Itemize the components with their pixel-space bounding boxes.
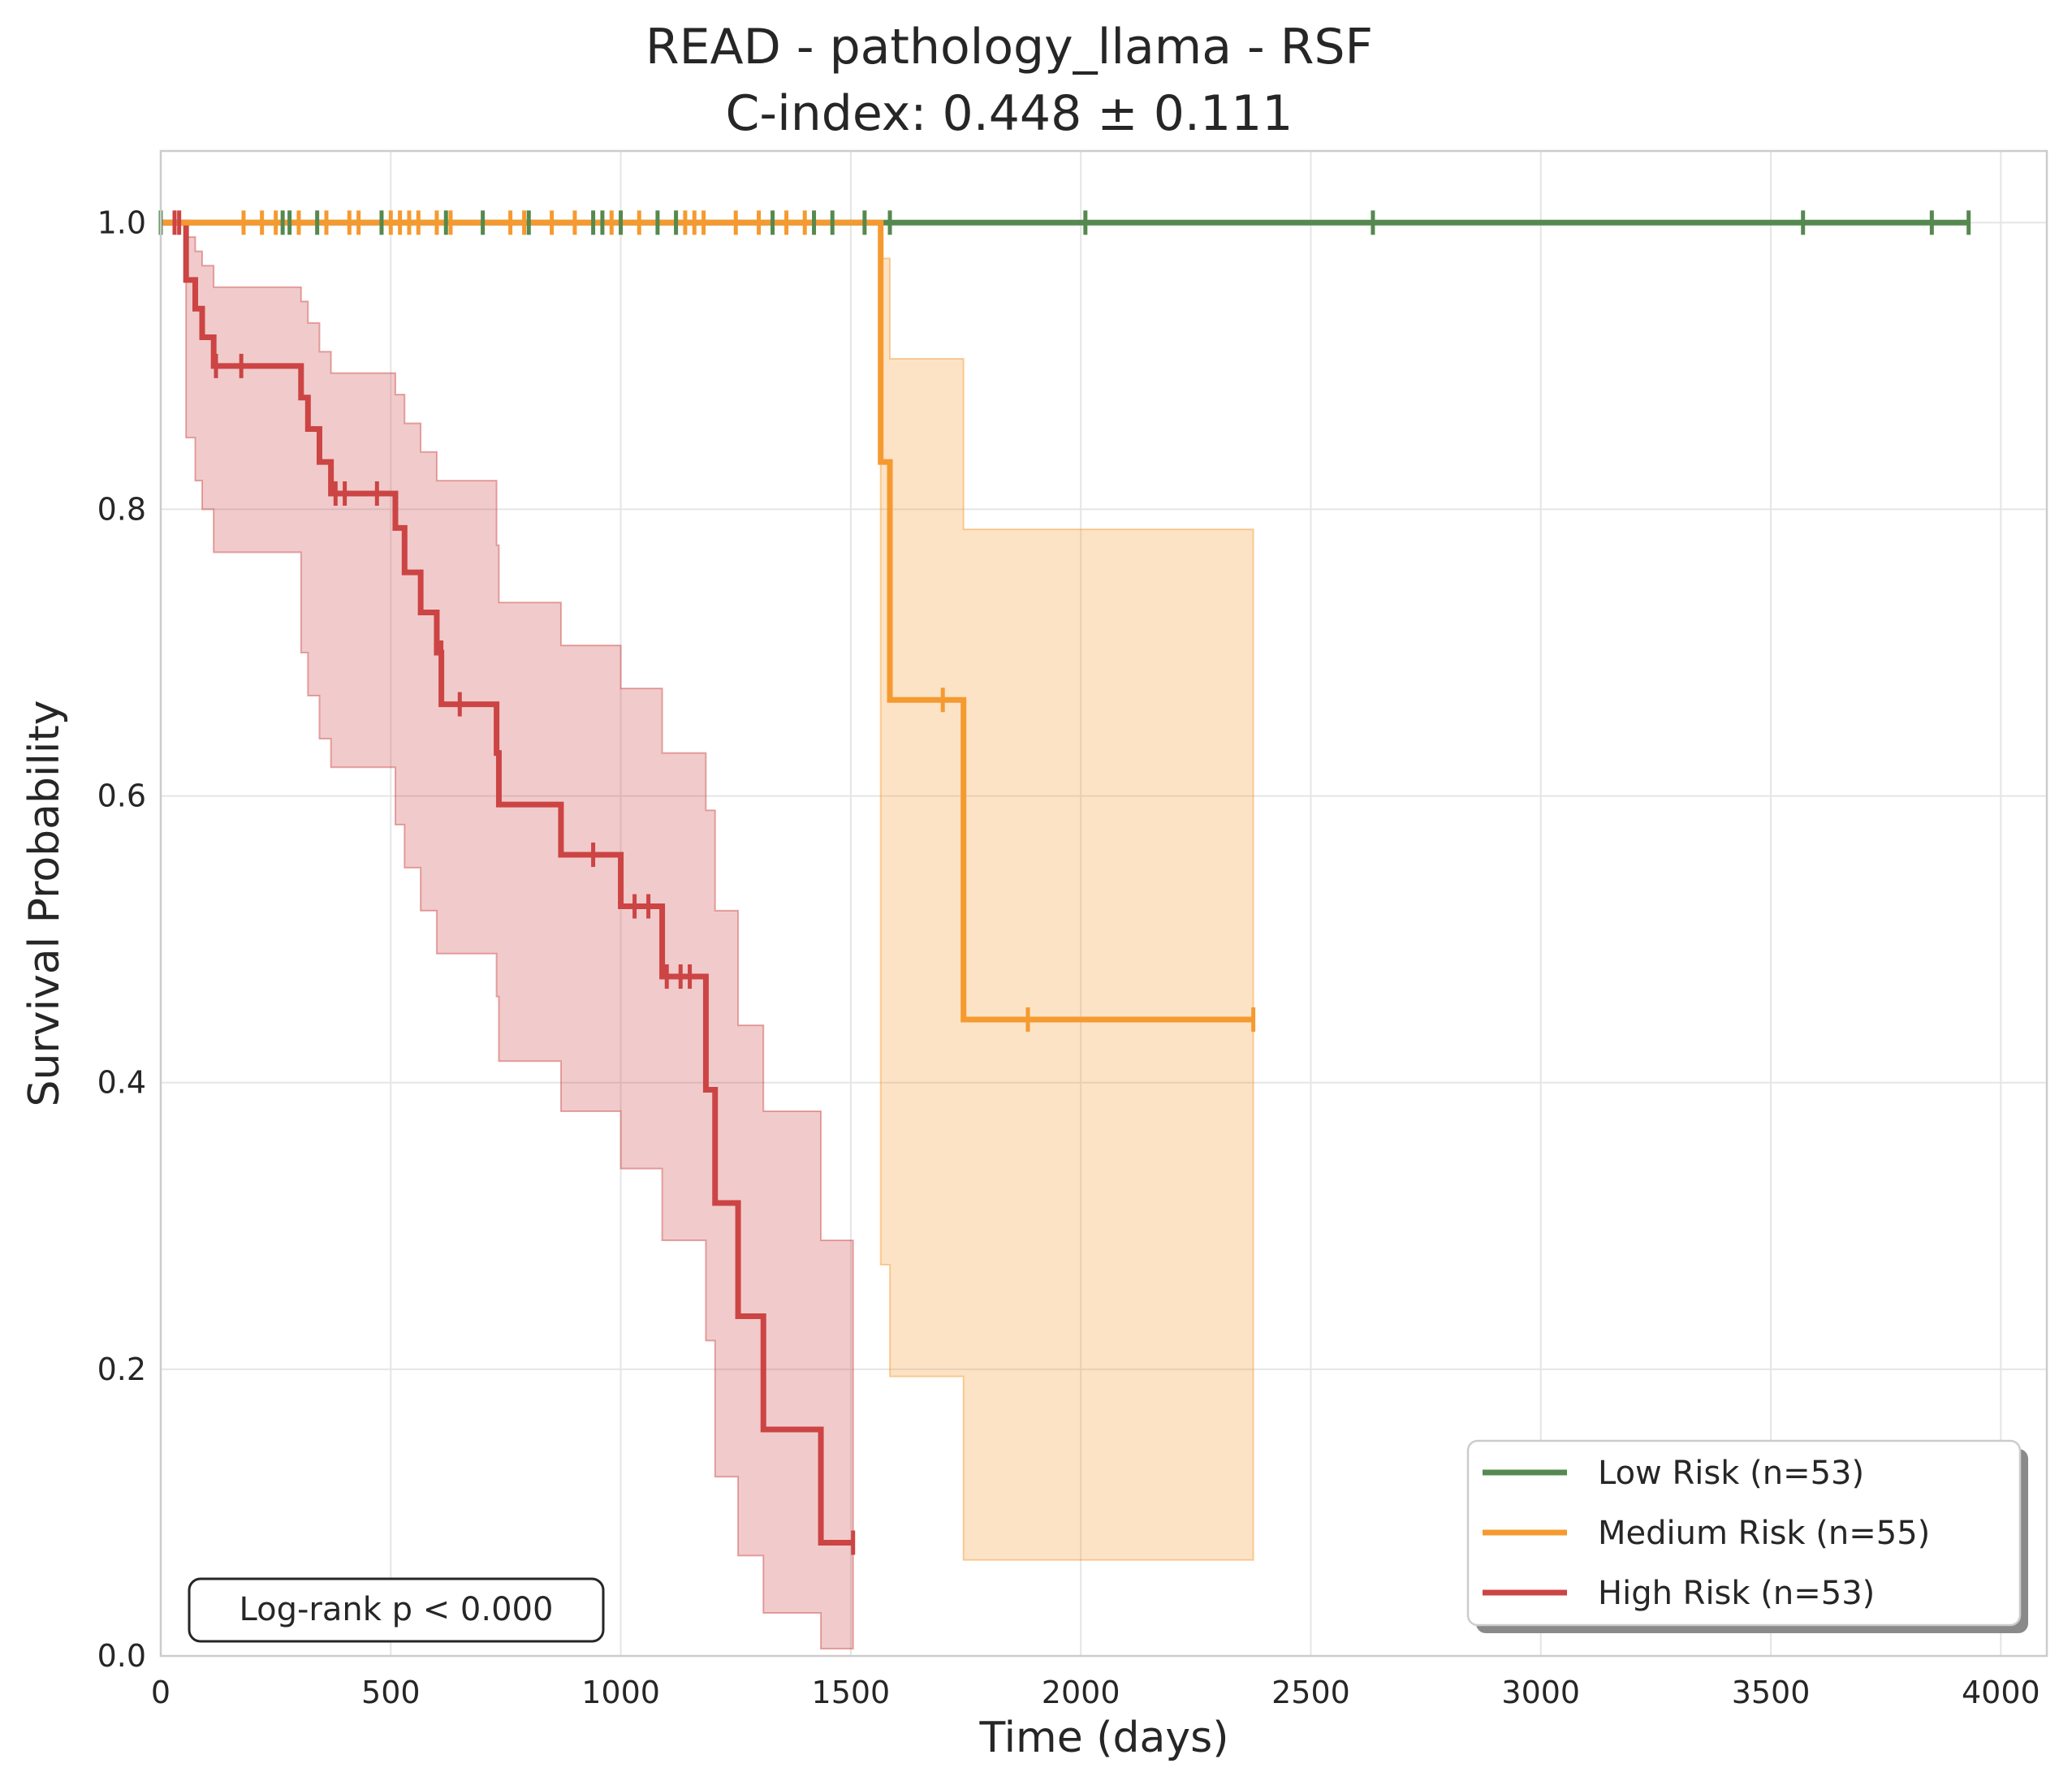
y-tick-label: 1.0: [97, 205, 146, 240]
y-tick-label: 0.4: [97, 1065, 146, 1101]
x-tick-label: 4000: [1962, 1675, 2040, 1710]
legend-label: High Risk (n=53): [1598, 1575, 1875, 1612]
ci-band-2: [185, 235, 854, 1650]
annotation-box: [188, 1577, 605, 1643]
chart-title-line2: C-index: 0.448 ± 0.111: [726, 85, 1293, 142]
x-axis-ticks: 0 500 1000 1500 2000 2500 3000 3500 4000: [151, 1675, 2040, 1710]
legend-items: Low Risk (n=53) Medium Risk (n=55) High Ri…: [1483, 1455, 1930, 1612]
x-tick-label: 3000: [1501, 1675, 1580, 1710]
survival-line-1: [161, 219, 1254, 1023]
legend-label: Medium Risk (n=55): [1598, 1515, 1930, 1552]
x-tick-label: 500: [361, 1675, 421, 1710]
y-tick-label: 0.8: [97, 491, 146, 527]
legend: Low Risk (n=53) Medium Risk (n=55) High Ri…: [1466, 1439, 2028, 1633]
ci-band-1: [879, 257, 1254, 1561]
plot-frame: [159, 149, 2048, 1658]
censor-marks: [158, 210, 1971, 1555]
chart-title-line1: READ - pathology_llama - RSF: [645, 19, 1373, 75]
x-tick-label: 1000: [581, 1675, 660, 1710]
x-axis-label: Time (days): [978, 1714, 1228, 1762]
plot-area: [161, 151, 2047, 1656]
logrank-text: Log-rank p < 0.000: [240, 1591, 554, 1628]
x-tick-label: 2500: [1271, 1675, 1350, 1710]
grid: [160, 151, 2047, 1657]
y-axis-ticks: 0.0 0.2 0.4 0.6 0.8 1.0: [97, 205, 146, 1674]
y-tick-label: 0.2: [97, 1352, 146, 1387]
confidence-bands: [185, 235, 1254, 1650]
y-tick-label: 0.0: [97, 1638, 146, 1674]
x-tick-label: 1500: [812, 1675, 891, 1710]
x-tick-label: 0: [151, 1675, 171, 1710]
legend-box: [1466, 1439, 2022, 1627]
x-tick-label: 2000: [1042, 1675, 1120, 1710]
legend-label: Low Risk (n=53): [1598, 1455, 1864, 1492]
y-axis-label: Survival Probability: [20, 700, 69, 1106]
survival-curves: [161, 219, 1969, 1546]
survival-line-2: [161, 219, 853, 1546]
logrank-annotation: Log-rank p < 0.000: [188, 1577, 605, 1643]
y-tick-label: 0.6: [97, 778, 146, 814]
x-tick-label: 3500: [1732, 1675, 1811, 1710]
